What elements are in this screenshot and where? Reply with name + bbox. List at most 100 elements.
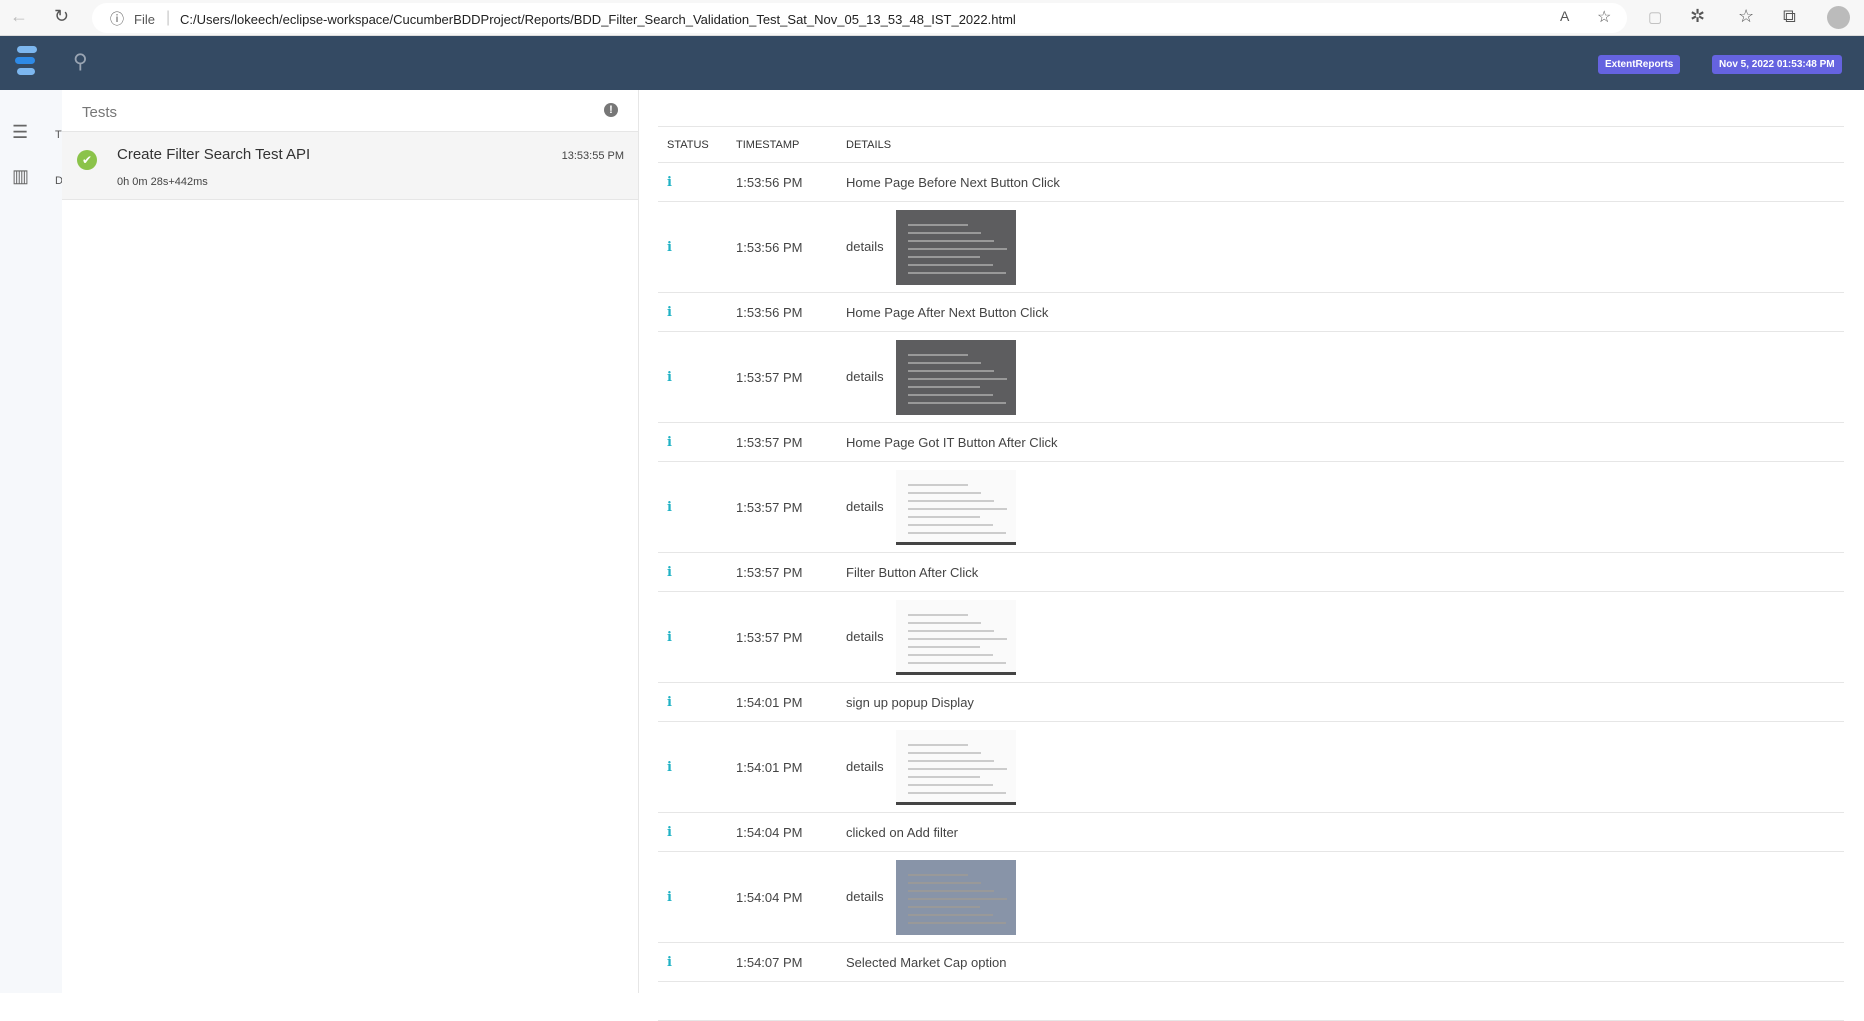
log-row-partial <box>658 981 1844 1021</box>
log-row: i 1:53:57 PM details <box>658 461 1844 553</box>
list-icon[interactable]: ☰ <box>12 122 29 142</box>
status-cell: i <box>658 851 727 943</box>
profile-avatar[interactable] <box>1827 6 1850 29</box>
sidebar-item-dashboard[interactable]: D <box>55 175 62 187</box>
details-text: Home Page Before Next Button Click <box>846 174 1060 190</box>
log-table: STATUS TIMESTAMP DETAILS i 1:53:56 PM Ho… <box>658 126 1844 1021</box>
address-bar[interactable]: ⓘ File | C:/Users/lokeech/eclipse-worksp… <box>92 3 1627 33</box>
details-text: details <box>846 628 884 644</box>
screenshot-thumbnail[interactable] <box>895 859 1016 935</box>
add-favorite-icon[interactable]: ☆ <box>1597 9 1612 26</box>
sidebar-item-tests[interactable]: T <box>55 129 62 141</box>
bar-chart-icon[interactable]: ▥ <box>12 166 30 186</box>
details-text: details <box>846 758 884 774</box>
screenshot-thumbnail[interactable] <box>895 729 1016 805</box>
info-icon: i <box>667 955 672 970</box>
status-cell: i <box>658 552 727 592</box>
favorites-icon[interactable]: ☆ <box>1738 6 1755 26</box>
status-cell: i <box>658 201 727 293</box>
details-cell: details <box>837 461 1844 553</box>
details-cell: Selected Market Cap option <box>837 942 1844 982</box>
status-cell: i <box>658 461 727 553</box>
alert-icon[interactable]: ! <box>604 103 618 117</box>
extensions-puzzle-icon[interactable]: ✲ <box>1690 6 1706 26</box>
timestamp-cell: 1:53:57 PM <box>727 461 837 553</box>
details-text: Home Page After Next Button Click <box>846 304 1049 320</box>
details-cell: clicked on Add filter <box>837 812 1844 852</box>
read-aloud-icon[interactable]: A <box>1560 8 1570 24</box>
brand-badge: ExtentReports <box>1598 55 1681 74</box>
info-icon: i <box>667 175 672 190</box>
info-icon: i <box>667 435 672 450</box>
collections-icon[interactable]: ⧉ <box>1783 6 1796 26</box>
header-status: STATUS <box>658 126 727 163</box>
log-row: i 1:53:56 PM Home Page Before Next Butto… <box>658 162 1844 202</box>
screenshot-thumbnail[interactable] <box>895 209 1016 285</box>
test-detail-panel: STATUS TIMESTAMP DETAILS i 1:53:56 PM Ho… <box>639 90 1864 1021</box>
info-icon: i <box>667 760 672 775</box>
details-cell: Home Page Before Next Button Click <box>837 162 1844 202</box>
screenshot-thumbnail[interactable] <box>895 599 1016 675</box>
reload-icon[interactable]: ↻ <box>54 6 70 26</box>
status-cell: i <box>658 422 727 462</box>
timestamp-cell: 1:53:57 PM <box>727 591 837 683</box>
screenshot-thumbnail[interactable] <box>895 339 1016 415</box>
details-cell: details <box>837 851 1844 943</box>
log-row: i 1:54:04 PM clicked on Add filter <box>658 812 1844 852</box>
log-row: i 1:54:04 PM details <box>658 851 1844 943</box>
test-duration: 0h 0m 28s+442ms <box>117 176 208 188</box>
test-item[interactable]: ✔ Create Filter Search Test API 0h 0m 28… <box>62 132 638 200</box>
log-row: i 1:53:57 PM Home Page Got IT Button Aft… <box>658 422 1844 462</box>
sidebar: ☰ T ▥ D <box>0 90 62 993</box>
test-time: 13:53:55 PM <box>561 150 624 162</box>
details-cell: Home Page Got IT Button After Click <box>837 422 1844 462</box>
info-icon: i <box>667 825 672 840</box>
timestamp-cell: 1:53:57 PM <box>727 552 837 592</box>
log-row: i 1:53:56 PM details <box>658 201 1844 293</box>
url-text[interactable]: C:/Users/lokeech/eclipse-workspace/Cucum… <box>180 12 1016 27</box>
info-icon: i <box>667 565 672 580</box>
tests-title: Tests <box>82 104 118 121</box>
date-badge: Nov 5, 2022 01:53:48 PM <box>1712 55 1842 74</box>
status-cell: i <box>658 162 727 202</box>
details-cell: details <box>837 201 1844 293</box>
details-text: sign up popup Display <box>846 694 974 710</box>
log-row: i 1:53:56 PM Home Page After Next Button… <box>658 292 1844 332</box>
details-text: Home Page Got IT Button After Click <box>846 434 1058 450</box>
info-icon[interactable]: ⓘ <box>110 11 124 27</box>
info-icon: i <box>667 630 672 645</box>
status-cell: i <box>658 812 727 852</box>
back-icon[interactable]: ← <box>10 6 28 26</box>
details-text: details <box>846 888 884 904</box>
timestamp-cell: 1:54:01 PM <box>727 682 837 722</box>
test-list-panel: Tests ! ✔ Create Filter Search Test API … <box>62 90 639 993</box>
details-text: clicked on Add filter <box>846 824 959 840</box>
status-cell: i <box>658 942 727 982</box>
details-cell: details <box>837 331 1844 423</box>
details-cell: details <box>837 591 1844 683</box>
timestamp-cell: 1:53:56 PM <box>727 162 837 202</box>
details-text: details <box>846 498 884 514</box>
log-row: i 1:54:07 PM Selected Market Cap option <box>658 942 1844 982</box>
search-icon[interactable]: ⚲ <box>73 51 88 73</box>
status-cell: i <box>658 591 727 683</box>
status-cell: i <box>658 292 727 332</box>
extension-icon[interactable]: ▢ <box>1648 9 1663 26</box>
timestamp-cell: 1:53:57 PM <box>727 331 837 423</box>
timestamp-cell: 1:54:07 PM <box>727 942 837 982</box>
test-list-header: Tests ! <box>62 90 638 132</box>
log-row: i 1:53:57 PM Filter Button After Click <box>658 552 1844 592</box>
timestamp-cell: 1:53:56 PM <box>727 201 837 293</box>
info-icon: i <box>667 890 672 905</box>
timestamp-cell: 1:54:04 PM <box>727 851 837 943</box>
screenshot-thumbnail[interactable] <box>895 469 1016 545</box>
info-icon: i <box>667 305 672 320</box>
info-icon: i <box>667 240 672 255</box>
details-cell: sign up popup Display <box>837 682 1844 722</box>
test-name: Create Filter Search Test API <box>117 146 311 163</box>
details-cell: Filter Button After Click <box>837 552 1844 592</box>
log-row: i 1:54:01 PM details <box>658 721 1844 813</box>
top-nav: ⚲ ExtentReports Nov 5, 2022 01:53:48 PM <box>0 36 1864 90</box>
info-icon: i <box>667 500 672 515</box>
timestamp-cell: 1:54:04 PM <box>727 812 837 852</box>
